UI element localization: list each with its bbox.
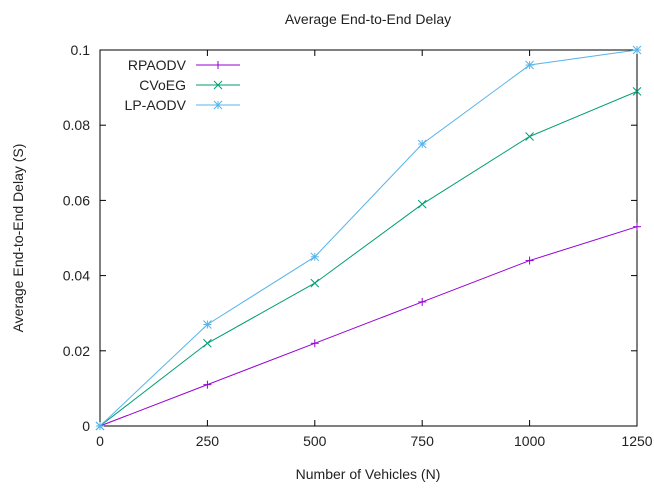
series-lp-aodv: [95, 45, 642, 431]
data-point: [632, 87, 642, 96]
legend-label: CVoEG: [139, 77, 186, 93]
legend-marker: [213, 100, 223, 110]
x-tick-label: 500: [303, 433, 327, 449]
legend: RPAODV CVoEG LP-AODV: [125, 57, 240, 113]
series-cvoeg: [95, 87, 642, 431]
series-layer: [95, 45, 642, 431]
plot-area-frame: [99, 49, 638, 427]
x-axis: 0 250 500 750 1000 1250: [96, 50, 653, 449]
legend-marker: [214, 61, 222, 69]
x-tick-label: 0: [96, 433, 104, 449]
x-tick-label: 250: [196, 433, 220, 449]
x-tick-label: 1000: [514, 433, 545, 449]
data-point: [310, 278, 320, 288]
data-point: [417, 139, 427, 149]
data-point: [95, 421, 105, 431]
data-point: [525, 60, 534, 70]
y-tick-label: 0.02: [63, 343, 90, 359]
data-point: [418, 297, 427, 306]
data-point: [632, 45, 642, 55]
data-point: [203, 380, 212, 389]
y-tick-label: 0.06: [63, 192, 90, 208]
series-line: [99, 226, 638, 427]
data-point: [203, 338, 212, 348]
y-tick-label: 0.1: [71, 42, 91, 58]
data-point: [525, 256, 534, 265]
legend-label: RPAODV: [128, 57, 187, 73]
series-rpaodv: [96, 222, 641, 430]
data-point: [525, 132, 534, 141]
series-line: [99, 90, 638, 427]
data-point: [417, 199, 427, 209]
legend-marker: [213, 80, 223, 90]
y-tick-label: 0.04: [63, 268, 90, 284]
legend-label: LP-AODV: [125, 97, 187, 113]
y-axis-label: Average End-to-End Delay (S): [10, 144, 26, 333]
legend-entry: CVoEG: [139, 77, 240, 93]
x-tick-label: 1250: [621, 433, 652, 449]
data-point: [310, 252, 320, 262]
data-point: [633, 222, 641, 231]
x-axis-label: Number of Vehicles (N): [296, 466, 441, 482]
y-axis: 0 0.02 0.04 0.06 0.08 0.1: [63, 42, 637, 434]
data-point: [203, 320, 212, 329]
chart-title: Average End-to-End Delay: [285, 11, 451, 27]
y-tick-label: 0.08: [63, 117, 90, 133]
series-line: [99, 49, 638, 427]
legend-entry: RPAODV: [128, 57, 240, 73]
y-tick-label: 0: [82, 418, 90, 434]
x-tick-label: 750: [411, 433, 435, 449]
data-point: [310, 339, 319, 348]
legend-entry: LP-AODV: [125, 97, 240, 113]
